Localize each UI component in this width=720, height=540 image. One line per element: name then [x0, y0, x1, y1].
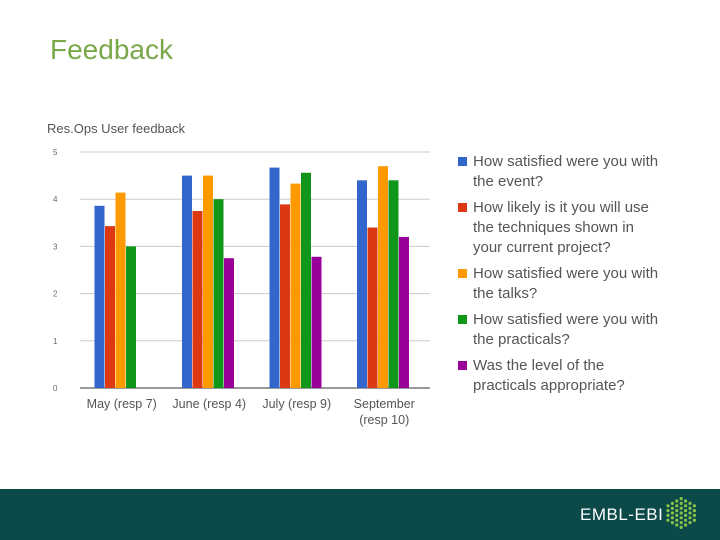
y-tick-label: 4: [53, 195, 58, 204]
logo-dot: [684, 518, 688, 522]
logo-dot: [684, 504, 688, 508]
y-tick-label: 2: [53, 290, 58, 299]
x-tick-label: July (resp 9): [262, 397, 331, 411]
legend-swatch: [458, 361, 467, 370]
bar: [378, 166, 388, 388]
logo-dot: [684, 513, 688, 517]
bar: [224, 258, 234, 388]
logo-dot: [688, 511, 692, 515]
logo-dot: [679, 497, 683, 501]
x-tick-label: September (resp 10): [354, 397, 415, 427]
bar: [126, 246, 136, 388]
logo-dot: [670, 501, 674, 505]
y-tick-label: 0: [53, 384, 58, 393]
bar: [357, 180, 367, 388]
logo-dot: [675, 509, 679, 513]
legend-label: How satisfied were you with: [473, 265, 659, 282]
bar: [290, 183, 301, 388]
logo-dot: [692, 504, 696, 508]
logo-dot: [675, 523, 679, 527]
bar: [311, 256, 322, 388]
logo-dot: [666, 509, 670, 513]
logo-dot: [670, 516, 674, 520]
logo-dot: [670, 506, 674, 510]
brand-name: EMBL-EBI: [580, 505, 664, 524]
bar: [105, 226, 115, 388]
legend-entry: How satisfied were you with the practical…: [458, 310, 708, 350]
logo-dot: [684, 499, 688, 503]
legend-label: Was the level of the: [473, 357, 605, 374]
logo-dot: [684, 523, 688, 527]
legend-label: How satisfied were you with: [473, 311, 659, 328]
logo-dot: [688, 501, 692, 505]
legend-swatch: [458, 203, 467, 212]
logo-dot: [675, 499, 679, 503]
legend-label: How likely is it you will use: [473, 199, 649, 216]
legend-swatch: [458, 157, 467, 166]
bar: [213, 199, 224, 388]
logo-dot: [688, 521, 692, 525]
logo-dot: [688, 516, 692, 520]
bar-chart: 0 1 2 3 4 5 May (resp 7) June (resp 4) July (res…: [53, 148, 430, 427]
legend-entry: How satisfied were you with the talks?: [458, 264, 708, 304]
logo-dot: [675, 504, 679, 508]
logo-dot: [679, 506, 683, 510]
bar: [399, 236, 409, 388]
logo-dot: [670, 511, 674, 515]
logo-dot: [692, 509, 696, 513]
logo-dot: [688, 506, 692, 510]
legend-label: the talks?: [473, 285, 538, 302]
legend-label: your current project?: [473, 239, 611, 256]
legend-label: the event?: [473, 173, 544, 190]
legend-label: practicals appropriate?: [473, 377, 625, 394]
embl-ebi-logo-icon: [666, 497, 696, 529]
logo-dot: [666, 504, 670, 508]
bar: [269, 167, 280, 388]
legend-entry: How likely is it you will use the techniq…: [458, 198, 708, 258]
bar: [388, 180, 399, 388]
slide-title: Feedback: [50, 34, 173, 65]
logo-dot: [679, 516, 683, 520]
logo-dot: [679, 501, 683, 505]
chart-title: Res.Ops User feedback: [47, 121, 186, 136]
legend-swatch: [458, 269, 467, 278]
logo-dot: [675, 518, 679, 522]
y-tick-label: 1: [53, 337, 58, 346]
bar: [182, 175, 192, 388]
logo-dot: [666, 513, 670, 517]
footer-bar: [0, 489, 720, 540]
legend-entry: Was the level of the practicals appropria…: [458, 356, 708, 396]
y-tick-label: 5: [53, 148, 58, 157]
logo-dot: [692, 513, 696, 517]
y-tick-label: 3: [53, 242, 58, 251]
legend-label: the techniques shown in: [473, 219, 634, 236]
chart-legend: How satisfied were you with the event? How…: [458, 152, 708, 402]
logo-dot: [666, 518, 670, 522]
logo-dot: [675, 513, 679, 517]
bar: [203, 175, 213, 388]
logo-dot: [670, 521, 674, 525]
logo-dot: [692, 518, 696, 522]
logo-dot: [679, 521, 683, 525]
bar: [367, 227, 378, 388]
bar: [301, 172, 311, 388]
legend-label: the practicals?: [473, 331, 570, 348]
bar: [192, 211, 203, 388]
logo-dot: [684, 509, 688, 513]
legend-entry: How satisfied were you with the event?: [458, 152, 708, 192]
legend-label: How satisfied were you with: [473, 153, 659, 170]
logo-dot: [679, 511, 683, 515]
x-tick-label: June (resp 4): [172, 397, 246, 411]
bar: [115, 192, 126, 388]
bar: [94, 205, 105, 388]
bar: [280, 204, 290, 388]
logo-dot: [679, 525, 683, 529]
legend-swatch: [458, 315, 467, 324]
x-tick-label: May (resp 7): [87, 397, 157, 411]
